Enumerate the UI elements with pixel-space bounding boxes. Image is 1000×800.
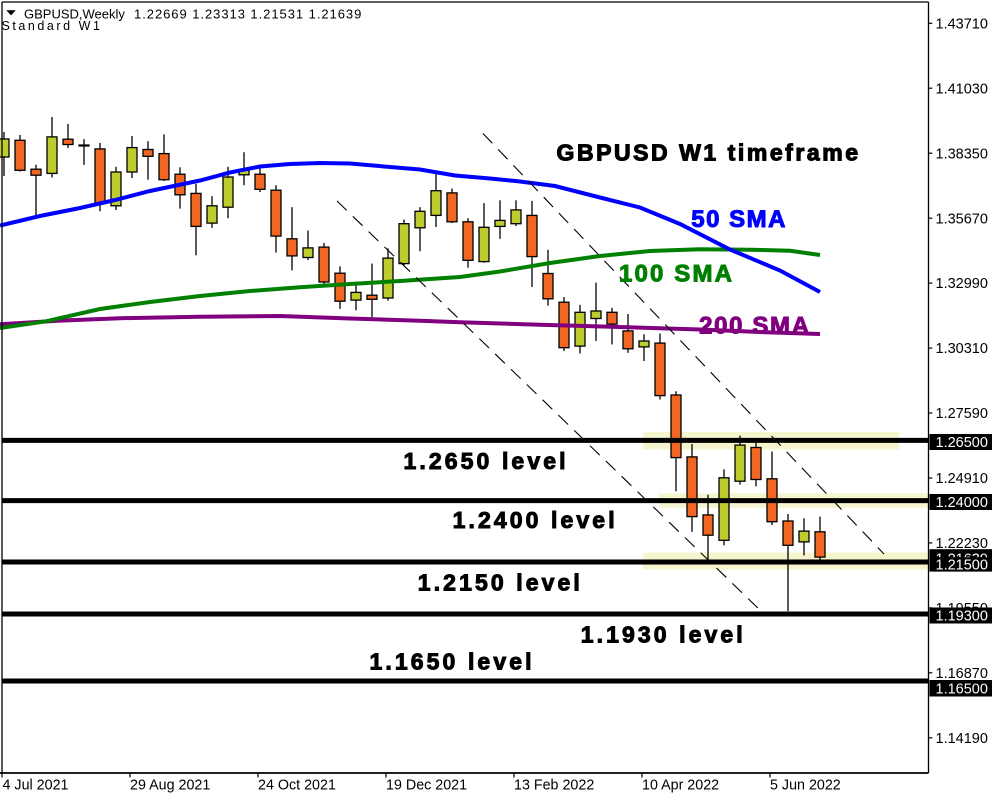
svg-text:1.26500: 1.26500: [936, 435, 988, 451]
svg-text:4 Jul 2021: 4 Jul 2021: [3, 778, 69, 794]
svg-text:1.2650 level: 1.2650 level: [404, 448, 569, 474]
svg-text:1.1650 level: 1.1650 level: [370, 648, 535, 674]
svg-text:1.38350: 1.38350: [936, 146, 988, 162]
svg-text:1.24910: 1.24910: [936, 471, 988, 487]
svg-text:1.43710: 1.43710: [936, 16, 988, 32]
svg-text:1.22230: 1.22230: [936, 536, 988, 552]
svg-text:13 Feb 2022: 13 Feb 2022: [514, 778, 594, 794]
svg-text:Standard W1: Standard W1: [2, 19, 103, 33]
svg-text:1.32990: 1.32990: [936, 276, 988, 292]
svg-text:1.35670: 1.35670: [936, 211, 988, 227]
svg-text:1.30310: 1.30310: [936, 341, 988, 357]
svg-text:1.2150 level: 1.2150 level: [418, 569, 583, 595]
svg-text:19 Dec 2021: 19 Dec 2021: [386, 778, 467, 794]
svg-text:50 SMA: 50 SMA: [691, 206, 787, 233]
svg-text:1.24000: 1.24000: [936, 495, 988, 511]
svg-text:29 Aug 2021: 29 Aug 2021: [130, 778, 210, 794]
svg-text:GBPUSD,Weekly 1.22669 1.23313: GBPUSD,Weekly 1.22669 1.23313 1.21531 1.…: [24, 6, 362, 21]
svg-text:200 SMA: 200 SMA: [699, 313, 811, 340]
svg-text:GBPUSD W1 timeframe: GBPUSD W1 timeframe: [557, 140, 861, 166]
svg-text:1.21500: 1.21500: [936, 558, 988, 574]
svg-text:10 Apr 2022: 10 Apr 2022: [642, 778, 719, 794]
svg-text:1.41030: 1.41030: [936, 81, 988, 97]
svg-text:1.16500: 1.16500: [936, 681, 988, 697]
svg-text:1.27590: 1.27590: [936, 406, 988, 422]
svg-text:1.1930 level: 1.1930 level: [581, 622, 746, 648]
svg-text:100 SMA: 100 SMA: [619, 260, 734, 287]
svg-text:1.16870: 1.16870: [936, 666, 988, 682]
svg-text:1.14190: 1.14190: [936, 731, 988, 747]
svg-text:1.19300: 1.19300: [936, 609, 988, 625]
svg-text:1.2400 level: 1.2400 level: [453, 507, 618, 533]
svg-text:24 Oct 2021: 24 Oct 2021: [258, 778, 336, 794]
svg-text:5 Jun 2022: 5 Jun 2022: [770, 778, 841, 794]
